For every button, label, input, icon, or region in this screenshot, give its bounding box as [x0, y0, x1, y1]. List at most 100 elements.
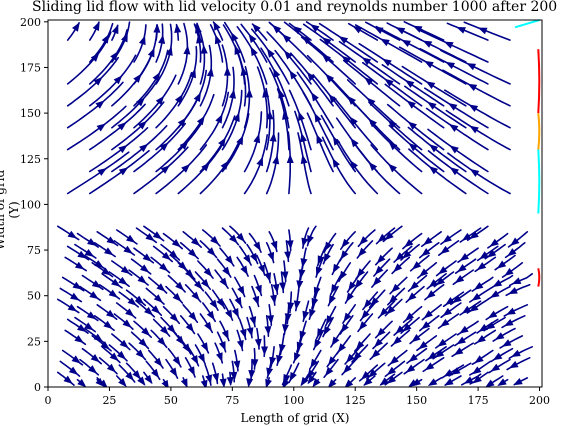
streamline-arrowhead [281, 271, 289, 281]
streamline-arrowhead [311, 92, 319, 102]
streamline [333, 96, 379, 151]
streamline-arrowhead [440, 318, 450, 327]
streamline-arrowhead [77, 324, 87, 333]
streamline-arrowhead [189, 68, 196, 79]
streamline-arrowhead [214, 34, 222, 45]
streamline-arrowhead [185, 322, 194, 333]
streamline [350, 99, 401, 151]
streamline-arrowhead [309, 308, 316, 319]
streamline-arrowhead [251, 359, 259, 369]
streamline-arrowhead [425, 81, 436, 89]
streamline-arrowhead [209, 299, 218, 310]
streamline-arrowhead [240, 66, 248, 76]
x-tick-label: 50 [164, 394, 178, 407]
streamline-arrowhead [314, 112, 322, 123]
streamline-arrowhead [175, 335, 185, 346]
streamline-arrowhead [97, 168, 107, 176]
streamline-arrowhead [472, 366, 482, 375]
streamline-arrowhead [234, 45, 242, 55]
streamline-arrowhead [270, 240, 278, 251]
streamline [384, 83, 445, 129]
streamline-arrowhead [392, 336, 402, 345]
streamline-arrowhead [341, 238, 350, 248]
streamline-arrowhead [401, 39, 411, 48]
streamline-arrowhead [284, 251, 292, 261]
streamline-arrowhead [307, 374, 316, 385]
streamline-arrowhead [373, 26, 384, 34]
streamline-arrowhead [380, 38, 390, 47]
streamline [155, 72, 193, 129]
streamline-arrowhead [118, 377, 127, 387]
streamline-arrowhead [206, 67, 214, 77]
streamline-arrowhead [108, 289, 118, 298]
streamline-arrowhead [485, 379, 495, 387]
y-tick-label: 175 [20, 61, 41, 74]
streamline-arrowhead [179, 140, 189, 150]
streamline-arrowhead [265, 378, 272, 387]
streamline-arrowhead [349, 116, 358, 126]
streamline-arrowhead [302, 310, 310, 321]
streamline-arrowhead [310, 358, 318, 369]
streamline-arrowhead [172, 356, 181, 366]
streamline-arrowhead [423, 236, 433, 246]
streamline-arrowhead [450, 367, 461, 375]
streamline [370, 122, 423, 173]
streamline-arrowhead [266, 367, 274, 378]
streamline-arrowhead [118, 276, 128, 286]
streamline-arrowhead [443, 369, 454, 377]
streamline [463, 21, 511, 41]
streamline-arrowhead [456, 336, 466, 345]
streamline-arrowhead [427, 351, 437, 360]
streamline-arrowhead [216, 298, 225, 308]
streamline-arrowhead [161, 251, 171, 261]
streamline-arrowhead [249, 252, 258, 263]
streamline-arrowhead [489, 290, 500, 298]
streamline-arrowhead [428, 166, 439, 175]
streamline [427, 150, 489, 195]
streamline-arrowhead [445, 297, 455, 306]
streamline-arrowhead [180, 378, 188, 387]
streamline-arrowhead [229, 89, 236, 99]
streamline-arrowhead [391, 283, 401, 293]
streamline-arrowhead [284, 313, 292, 323]
streamline-arrowhead [139, 143, 149, 153]
streamline [133, 74, 177, 129]
streamline [318, 22, 379, 63]
streamline-arrowhead [113, 75, 123, 85]
streamline-arrowhead [350, 137, 359, 148]
streamline [319, 38, 379, 85]
streamline-arrowhead [156, 283, 166, 292]
streamline-arrowhead [201, 162, 210, 172]
streamline-arrowhead [254, 338, 262, 349]
streamline-arrowhead [159, 262, 169, 272]
streamline-arrowhead [296, 341, 304, 352]
streamline-arrowhead [215, 114, 223, 124]
streamline-arrowhead [183, 45, 191, 55]
streamline-arrowhead [236, 339, 244, 350]
streamline-arrowhead [153, 357, 163, 367]
streamline-arrowhead [322, 37, 332, 46]
streamline [444, 89, 511, 129]
streamline-arrowhead [427, 101, 437, 110]
streamline-arrowhead [359, 236, 369, 245]
streamline [89, 54, 137, 107]
streamline-arrowhead [165, 46, 173, 56]
streamline [442, 69, 511, 107]
streamline-arrowhead [249, 316, 257, 326]
streamline-arrowhead [513, 377, 523, 386]
streamline-arrowhead [456, 26, 466, 34]
streamline [111, 101, 165, 151]
y-tick-label: 200 [20, 16, 41, 29]
streamline-arrowhead [145, 233, 155, 242]
streamline [386, 103, 445, 151]
streamline-arrowhead [159, 142, 169, 152]
streamline-arrowhead [332, 263, 341, 274]
streamline [370, 144, 423, 195]
streamline [133, 122, 186, 173]
streamline-arrowhead [213, 21, 221, 31]
streamline-arrowhead [283, 373, 291, 384]
streamline-arrowhead [364, 77, 374, 86]
y-tick-label: 0 [34, 381, 41, 394]
streamline-arrowhead [377, 233, 387, 243]
